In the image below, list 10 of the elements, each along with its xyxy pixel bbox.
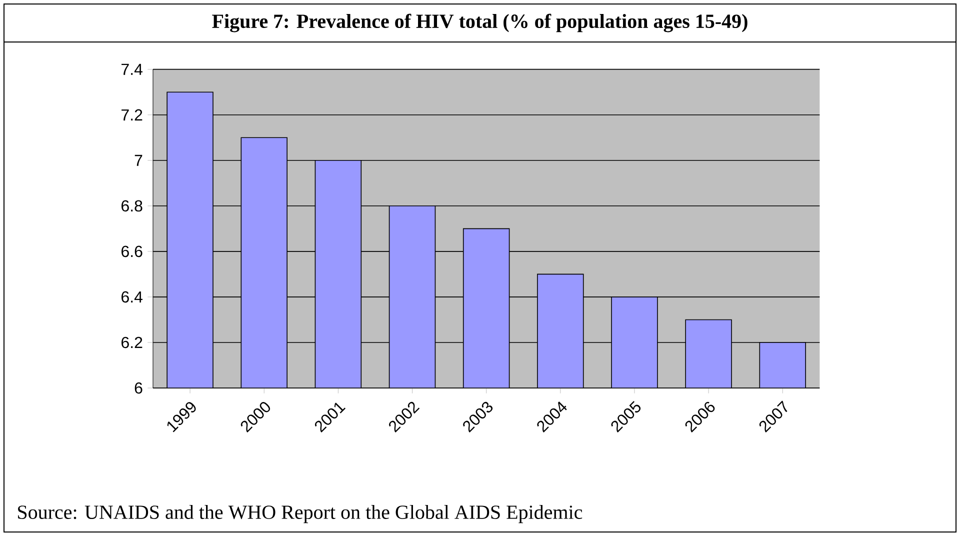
y-tick-label: 6.4 [122,291,142,303]
y-tick-label: 6 [134,382,142,394]
source-note: Source: UNAIDS and the WHO Report on the Global AIDS Epidemic [18,504,582,524]
y-tick-label: 6.8 [122,200,142,212]
y-tick-label: 7.4 [122,64,142,75]
y-tick-label: 6.6 [122,246,142,258]
y-tick-label: 7 [134,154,142,166]
chart-title: Figure 7: Prevalence of HIV total (% of population ages 15-49) [212,14,748,32]
y-tick-label: 6.2 [122,336,142,348]
y-tick-label: 7.2 [122,109,142,120]
